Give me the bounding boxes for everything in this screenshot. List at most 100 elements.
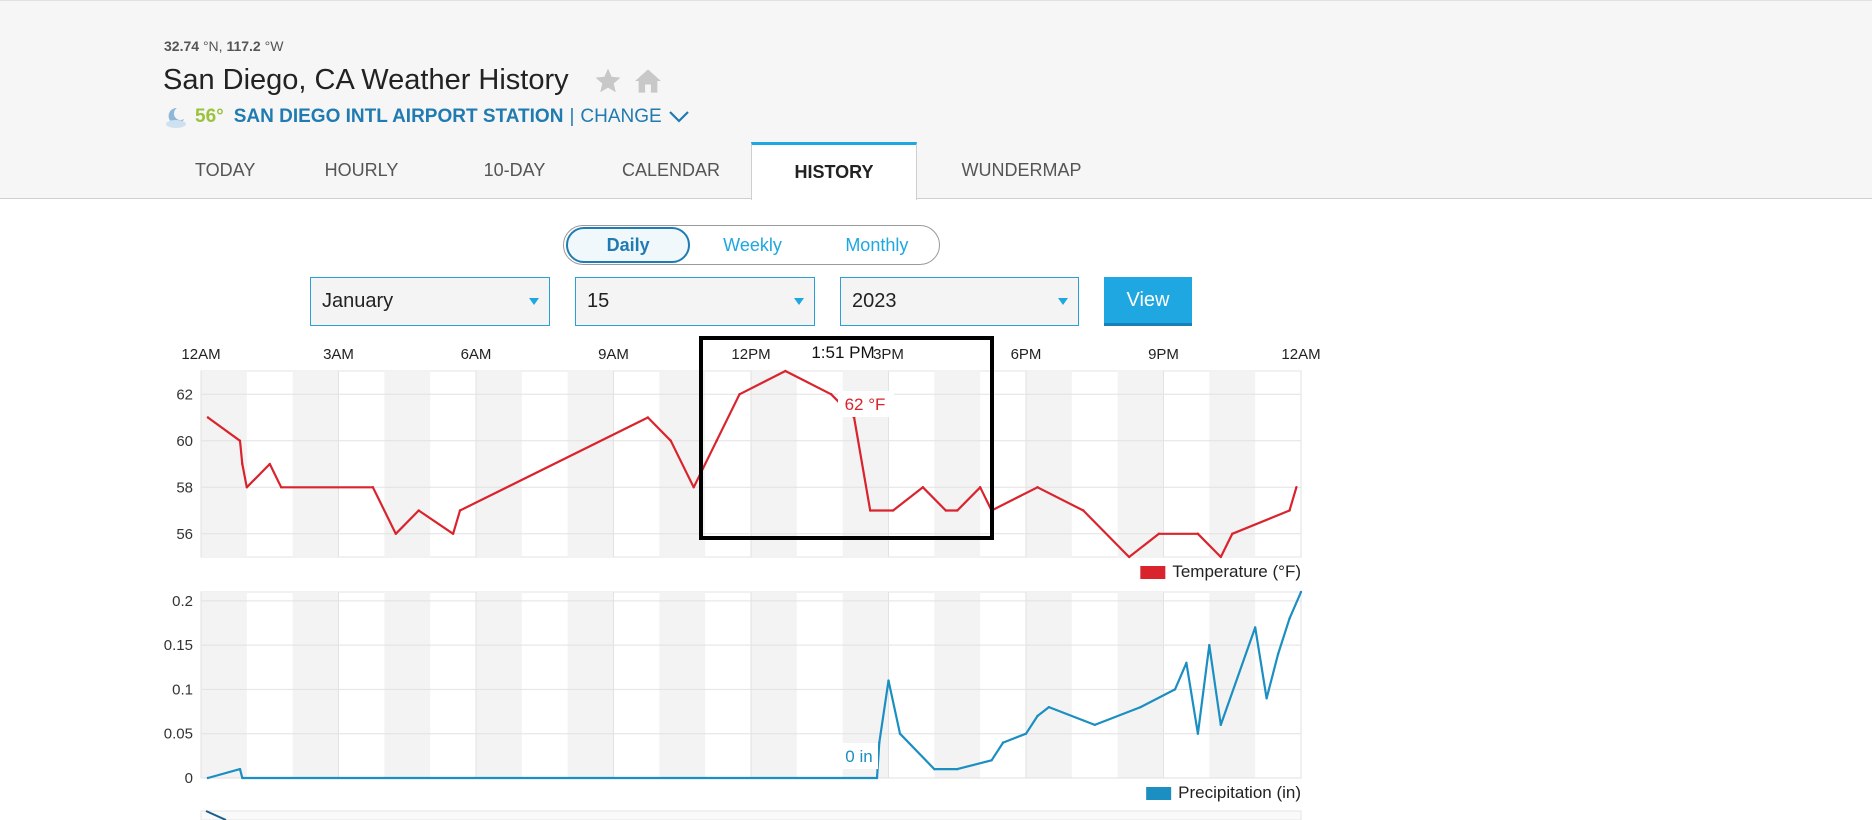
- range-toggle: Daily Weekly Monthly: [563, 225, 940, 265]
- tooltip-time: 1:51 PM: [811, 343, 874, 362]
- tab-wundermap[interactable]: WUNDERMAP: [961, 160, 1082, 180]
- range-daily[interactable]: Daily: [566, 227, 691, 263]
- data-point[interactable]: [933, 767, 936, 771]
- data-point[interactable]: [245, 486, 249, 489]
- tab-history[interactable]: HISTORY: [751, 142, 917, 200]
- data-point[interactable]: [891, 509, 895, 512]
- data-point[interactable]: [1082, 509, 1085, 512]
- tab-today[interactable]: TODAY: [195, 160, 256, 180]
- data-point[interactable]: [241, 776, 244, 780]
- data-point[interactable]: [944, 509, 947, 512]
- data-point[interactable]: [875, 776, 879, 780]
- data-point[interactable]: [1196, 532, 1200, 535]
- data-point[interactable]: [241, 462, 244, 466]
- hour-band: [201, 592, 247, 778]
- data-point[interactable]: [1036, 486, 1039, 489]
- year-value: 2023: [852, 290, 897, 312]
- data-point[interactable]: [1219, 555, 1222, 559]
- data-point[interactable]: [1093, 723, 1096, 727]
- tab-calendar[interactable]: CALENDAR: [621, 160, 721, 180]
- data-point[interactable]: [887, 679, 890, 682]
- third-chart-partial: [200, 810, 1302, 820]
- data-point[interactable]: [646, 416, 650, 419]
- year-select[interactable]: 2023: [840, 277, 1079, 326]
- data-point[interactable]: [868, 509, 872, 512]
- month-select[interactable]: January: [310, 277, 550, 326]
- data-point[interactable]: [238, 767, 242, 771]
- precipitation-chart[interactable]: 0 0.05 0.1 0.15 0.2 Precipitation (in) 0 in: [164, 590, 1303, 802]
- latitude: 32.74: [164, 38, 200, 54]
- range-monthly[interactable]: Monthly: [845, 234, 909, 255]
- data-point[interactable]: [417, 509, 420, 512]
- series-line[interactable]: [207, 591, 1303, 780]
- data-point[interactable]: [1185, 661, 1188, 665]
- data-point[interactable]: [1139, 705, 1142, 709]
- star-icon[interactable]: [593, 66, 623, 96]
- data-point[interactable]: [1299, 590, 1303, 594]
- data-point[interactable]: [394, 532, 397, 535]
- station-name[interactable]: SAN DIEGO INTL AIRPORT STATION: [233, 106, 564, 127]
- data-point[interactable]: [1001, 741, 1005, 744]
- data-point[interactable]: [206, 776, 210, 780]
- data-point[interactable]: [268, 462, 271, 466]
- data-point[interactable]: [1253, 626, 1257, 629]
- data-point[interactable]: [1276, 652, 1280, 656]
- data-point[interactable]: [1157, 532, 1161, 535]
- data-point[interactable]: [692, 486, 695, 489]
- tab-hourly[interactable]: HOURLY: [324, 160, 399, 180]
- data-point[interactable]: [990, 759, 993, 762]
- data-point[interactable]: [898, 732, 902, 735]
- hour-band: [1026, 371, 1072, 557]
- data-point[interactable]: [1173, 688, 1177, 691]
- data-point[interactable]: [738, 393, 741, 396]
- hour-band: [476, 592, 522, 778]
- data-point[interactable]: [978, 486, 982, 489]
- x-tick-label: 3AM: [323, 346, 354, 363]
- home-icon[interactable]: [633, 67, 663, 95]
- data-point[interactable]: [1288, 509, 1291, 512]
- data-point[interactable]: [1295, 486, 1298, 489]
- change-station-link[interactable]: CHANGE: [580, 106, 689, 128]
- temperature-chart[interactable]: 56 58 60 62 12AM 3AM 6AM 9AM 12PM 3PM 6PM 9PM 12AM Te…: [176, 336, 1321, 581]
- x-tick-label: 9PM: [1148, 346, 1179, 363]
- data-point[interactable]: [280, 486, 283, 489]
- hour-band: [201, 371, 247, 557]
- data-point[interactable]: [1047, 705, 1051, 709]
- data-point[interactable]: [1265, 697, 1268, 700]
- data-point[interactable]: [1219, 723, 1222, 727]
- hour-band: [1209, 371, 1256, 557]
- data-point[interactable]: [715, 439, 718, 442]
- x-tick-label: 12AM: [1281, 346, 1320, 363]
- data-point[interactable]: [458, 509, 462, 512]
- data-point[interactable]: [1036, 714, 1039, 718]
- data-point[interactable]: [921, 486, 925, 489]
- data-point[interactable]: [371, 486, 375, 489]
- tab-10-day[interactable]: 10-DAY: [483, 160, 546, 180]
- data-point[interactable]: [1288, 617, 1291, 620]
- hour-band: [751, 592, 797, 778]
- data-point[interactable]: [1127, 555, 1131, 559]
- hour-band: [934, 371, 981, 557]
- data-point[interactable]: [669, 439, 672, 442]
- data-point[interactable]: [1231, 532, 1234, 535]
- longitude-unit: °W: [264, 38, 284, 54]
- data-point[interactable]: [206, 416, 210, 419]
- range-weekly[interactable]: Weekly: [723, 234, 782, 255]
- change-label: CHANGE: [580, 106, 662, 127]
- view-button[interactable]: View: [1104, 277, 1192, 326]
- data-point[interactable]: [956, 767, 959, 771]
- data-point[interactable]: [1196, 732, 1200, 735]
- day-select[interactable]: 15: [575, 277, 815, 326]
- data-point[interactable]: [956, 509, 959, 512]
- hover-selection-box: [699, 336, 994, 540]
- data-point[interactable]: [451, 532, 455, 535]
- data-point[interactable]: [878, 741, 881, 744]
- station-row: 56° SAN DIEGO INTL AIRPORT STATION | CHA…: [163, 105, 690, 129]
- hour-band: [292, 592, 339, 778]
- data-point[interactable]: [1208, 643, 1211, 647]
- data-point[interactable]: [784, 369, 787, 373]
- y-tick-label: 62: [176, 386, 193, 403]
- data-point[interactable]: [830, 393, 833, 396]
- data-point[interactable]: [238, 439, 242, 442]
- data-point[interactable]: [1024, 732, 1028, 735]
